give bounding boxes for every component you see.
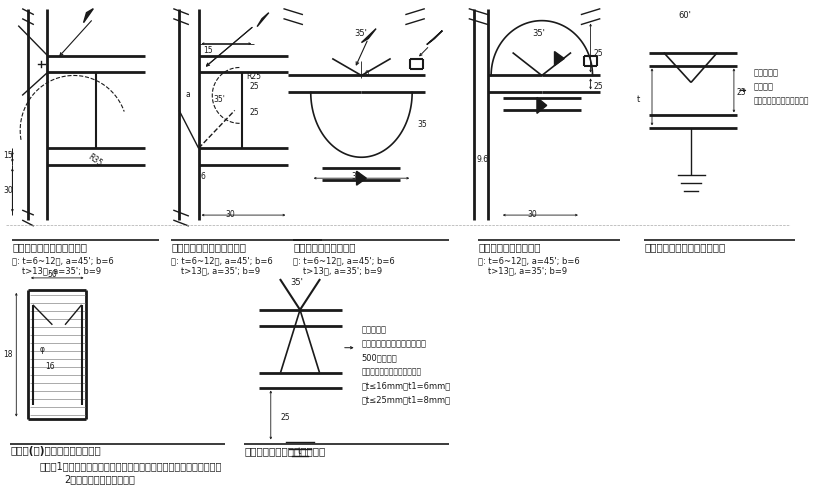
Text: 30: 30 (351, 172, 361, 181)
Text: R25: R25 (247, 73, 261, 81)
Text: φ: φ (39, 345, 45, 354)
Text: 注: t=6~12时, a=45'; b=6: 注: t=6~12时, a=45'; b=6 (293, 256, 395, 265)
Text: 30: 30 (527, 210, 537, 219)
Text: 25: 25 (249, 108, 259, 118)
Text: 注: t=6~12时, a=45'; b=6: 注: t=6~12时, a=45'; b=6 (171, 256, 273, 265)
Text: 25: 25 (594, 49, 603, 58)
Text: 30: 30 (225, 210, 235, 219)
Text: 当t≤25mm，t1=8mm；: 当t≤25mm，t1=8mm； (361, 396, 450, 405)
Polygon shape (356, 171, 366, 185)
Text: 25: 25 (249, 82, 259, 91)
Text: 使用范围：: 使用范围： (753, 68, 778, 78)
Text: 注: t=6~12时, a=45'; b=6: 注: t=6~12时, a=45'; b=6 (478, 256, 580, 265)
Polygon shape (257, 13, 269, 27)
Text: 18: 18 (3, 350, 13, 359)
Text: 25: 25 (281, 412, 290, 422)
Text: t>13时, a=35'; b=9: t>13时, a=35'; b=9 (303, 266, 382, 275)
Text: 35: 35 (417, 121, 427, 129)
Text: 梁上翼缘等强对接焊缝: 梁上翼缘等强对接焊缝 (293, 242, 355, 252)
Text: 注: t=6~12时, a=45'; b=6: 注: t=6~12时, a=45'; b=6 (12, 256, 114, 265)
Text: 箱形柱壁板埋弧焊焊接接头二: 箱形柱壁板埋弧焊焊接接头二 (645, 242, 726, 252)
Text: t>13时, a=35'; b=9: t>13时, a=35'; b=9 (22, 266, 102, 275)
Text: 当t≤16mm，t1=6mm；: 当t≤16mm，t1=6mm； (361, 382, 450, 390)
Text: 500的范围内: 500的范围内 (361, 354, 397, 363)
Text: 箱形柱(梁)加劲隔板融嘴电渣焊: 箱形柱(梁)加劲隔板融嘴电渣焊 (11, 447, 102, 456)
Text: R35: R35 (87, 152, 104, 168)
Text: t>13时, a=35'; b=9: t>13时, a=35'; b=9 (488, 266, 568, 275)
Text: 6: 6 (364, 70, 369, 77)
Text: 箱形柱壁板埋弧焊焊接接头一: 箱形柱壁板埋弧焊焊接接头一 (244, 447, 326, 456)
Text: 9.6: 9.6 (477, 155, 489, 164)
Polygon shape (554, 52, 564, 65)
Text: 50: 50 (48, 270, 57, 279)
Polygon shape (537, 98, 547, 113)
Text: t>13时, a=35'; b=9: t>13时, a=35'; b=9 (181, 266, 260, 275)
Text: 2、焊缝等级为二级焊缝。: 2、焊缝等级为二级焊缝。 (64, 474, 135, 485)
Polygon shape (361, 29, 376, 42)
Text: 25: 25 (594, 82, 603, 91)
Text: 坡口部分采用全融透二级焊缝: 坡口部分采用全融透二级焊缝 (361, 367, 422, 377)
Text: 25: 25 (737, 88, 746, 98)
Text: 15: 15 (3, 151, 13, 160)
Text: 一般部位: 一般部位 (753, 82, 773, 91)
Text: 坡口部分采用部分二级焊缝: 坡口部分采用部分二级焊缝 (753, 97, 809, 105)
Text: 说明：1、未注明焊接接头的基本形式参照《建筑钢结构焊接规程》。: 说明：1、未注明焊接接头的基本形式参照《建筑钢结构焊接规程》。 (39, 461, 222, 471)
Text: 60': 60' (678, 11, 691, 20)
Text: 35': 35' (213, 96, 225, 104)
Text: 35': 35' (290, 278, 303, 287)
Text: 6: 6 (201, 172, 206, 181)
Text: 15: 15 (203, 45, 213, 55)
Text: 16: 16 (46, 362, 55, 371)
Text: 梁柱连接部分及梁上下翼板各: 梁柱连接部分及梁上下翼板各 (361, 340, 427, 349)
Text: 梁下翼缘等强对接焊缝: 梁下翼缘等强对接焊缝 (478, 242, 541, 252)
Text: a: a (186, 90, 191, 100)
Text: t: t (636, 96, 640, 104)
Text: 使用范围：: 使用范围： (361, 326, 387, 335)
Text: 30: 30 (3, 185, 13, 195)
Text: 35': 35' (355, 29, 368, 38)
Text: 主梁上翼缘与钢柱焊接接头: 主梁上翼缘与钢柱焊接接头 (12, 242, 88, 252)
Polygon shape (84, 9, 93, 22)
Text: t: t (298, 447, 301, 456)
Polygon shape (427, 31, 442, 44)
Text: 35': 35' (532, 29, 545, 38)
Text: 主梁下翼缘与钢柱焊接接头: 主梁下翼缘与钢柱焊接接头 (171, 242, 247, 252)
